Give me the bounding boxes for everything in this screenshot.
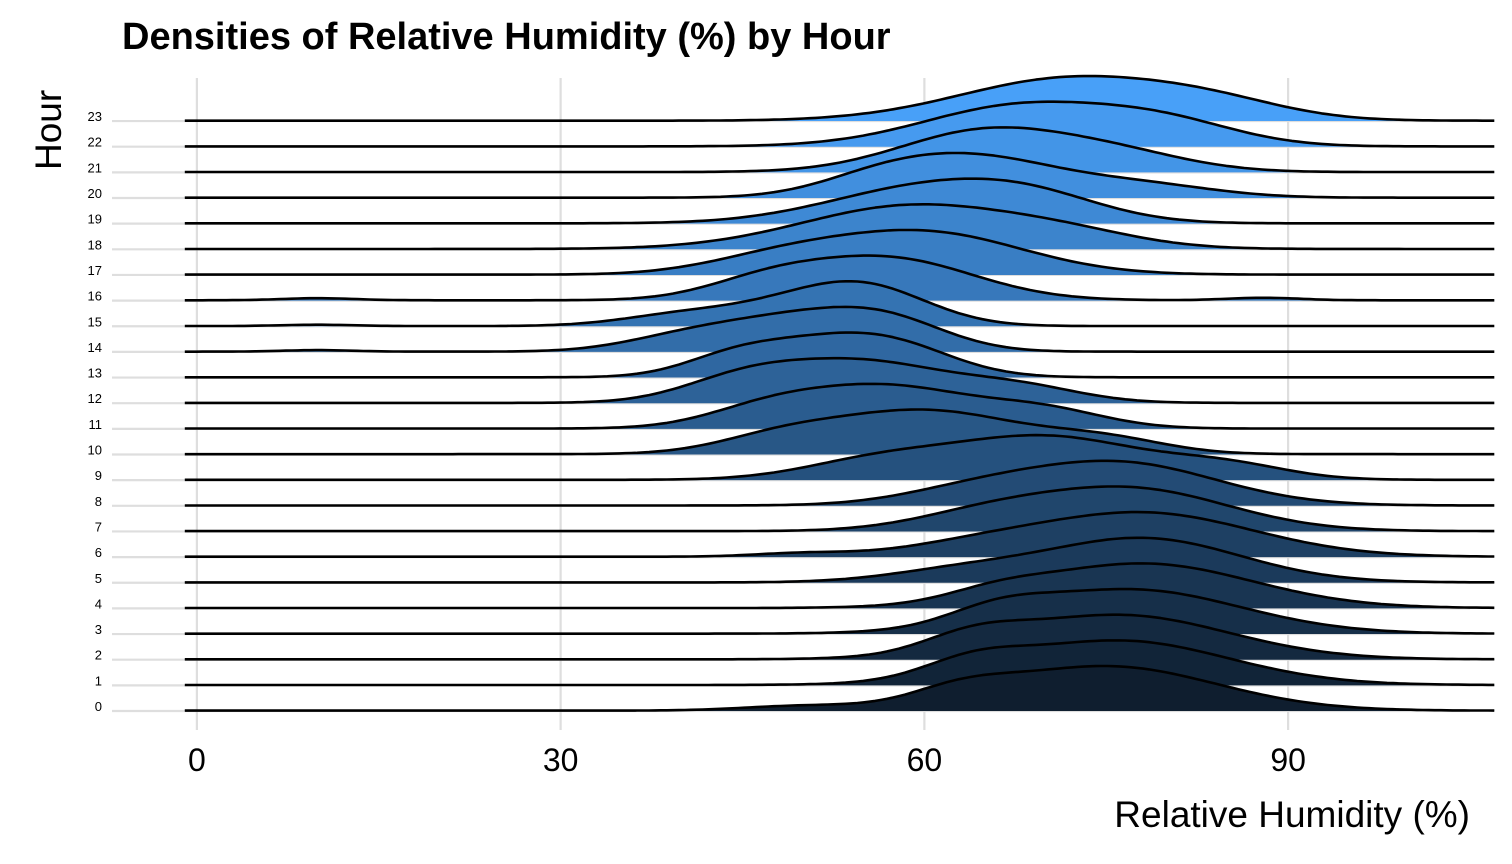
ridge-line-2 [184, 613, 1495, 661]
ridge-fill-12 [184, 358, 1495, 404]
y-tick-16: 16 [88, 289, 102, 304]
y-tick-7: 7 [95, 519, 102, 534]
ridge-fill-23 [184, 76, 1495, 122]
y-tick-18: 18 [88, 237, 102, 252]
density-ridges [184, 74, 1495, 712]
y-tick-5: 5 [95, 571, 102, 586]
ridge-hour-0 [184, 664, 1495, 712]
y-tick-4: 4 [95, 596, 102, 611]
y-tick-0: 0 [95, 699, 102, 714]
y-tick-12: 12 [88, 391, 102, 406]
y-tick-10: 10 [88, 443, 102, 458]
ridge-line-17 [184, 228, 1495, 276]
ridge-fill-19 [184, 178, 1495, 224]
ridge-hour-18 [184, 203, 1495, 251]
ridge-fill-15 [184, 281, 1495, 327]
ridge-hour-7 [184, 485, 1495, 533]
ridge-line-1 [184, 639, 1495, 687]
y-tick-11: 11 [89, 417, 103, 432]
ridge-line-20 [184, 151, 1495, 199]
x-tick-30: 30 [543, 742, 579, 778]
y-tick-2: 2 [95, 648, 102, 663]
ridge-line-18 [184, 203, 1495, 251]
chart-title: Densities of Relative Humidity (%) by Ho… [122, 16, 891, 58]
ridge-hour-15 [184, 280, 1495, 328]
x-tick-60: 60 [907, 742, 943, 778]
x-tick-90: 90 [1270, 742, 1306, 778]
ridge-fill-7 [184, 486, 1495, 532]
ridge-hour-13 [184, 331, 1495, 379]
ridge-line-5 [184, 536, 1495, 584]
ridge-fill-10 [184, 409, 1495, 455]
ridge-hour-16 [184, 254, 1495, 302]
ridge-fill-16 [184, 255, 1495, 301]
y-tick-15: 15 [88, 314, 102, 329]
ridge-line-3 [184, 587, 1495, 635]
ridge-line-11 [184, 382, 1495, 430]
x-axis-title: Relative Humidity (%) [1114, 794, 1470, 835]
ridge-line-16 [184, 254, 1495, 302]
y-tick-17: 17 [88, 263, 102, 278]
ridge-fill-18 [184, 204, 1495, 250]
ridge-hour-23 [184, 74, 1495, 122]
ridge-line-13 [184, 331, 1495, 379]
ridge-line-15 [184, 280, 1495, 328]
ridge-fill-0 [184, 666, 1495, 711]
ridge-line-23 [184, 74, 1495, 122]
y-tick-9: 9 [95, 468, 102, 483]
ridge-line-7 [184, 485, 1495, 533]
ridge-fill-17 [184, 230, 1495, 275]
ridge-fill-14 [184, 306, 1495, 352]
y-tick-1: 1 [95, 673, 102, 688]
ridge-hour-12 [184, 356, 1495, 405]
ridge-fill-21 [184, 127, 1495, 173]
ridge-hour-11 [184, 382, 1495, 430]
ridge-line-19 [184, 177, 1495, 225]
y-tick-13: 13 [88, 366, 102, 381]
ridge-line-21 [184, 126, 1495, 174]
ridge-hour-10 [184, 408, 1495, 456]
x-tick-labels: 0 30 60 90 [188, 742, 1306, 778]
ridge-hour-6 [184, 510, 1495, 558]
ridge-fill-20 [184, 153, 1495, 198]
y-tick-23: 23 [88, 109, 102, 124]
ridge-line-6 [184, 510, 1495, 558]
y-tick-22: 22 [88, 135, 102, 150]
y-tick-3: 3 [95, 622, 102, 637]
ridge-hour-21 [184, 126, 1495, 174]
ridge-hour-22 [184, 100, 1495, 148]
y-tick-21: 21 [88, 160, 102, 175]
y-tick-20: 20 [88, 186, 102, 201]
x-tick-0: 0 [188, 742, 206, 778]
ridge-hour-20 [184, 151, 1495, 199]
ridge-line-9 [184, 433, 1495, 482]
ridge-line-12 [184, 356, 1495, 405]
ridge-line-4 [184, 562, 1495, 610]
y-tick-8: 8 [95, 494, 102, 509]
ridge-line-14 [184, 305, 1495, 353]
ridge-hour-19 [184, 177, 1495, 225]
y-tick-14: 14 [88, 340, 102, 355]
ridge-fill-13 [184, 332, 1495, 378]
y-tick-19: 19 [88, 212, 102, 227]
y-tick-6: 6 [95, 545, 102, 560]
ridge-hour-17 [184, 228, 1495, 276]
ridge-line-22 [184, 100, 1495, 148]
ridge-hour-14 [184, 305, 1495, 353]
ridge-line-8 [184, 459, 1495, 507]
ridge-fill-11 [184, 383, 1495, 429]
ridge-line-10 [184, 408, 1495, 456]
ridge-line-0 [184, 664, 1495, 712]
